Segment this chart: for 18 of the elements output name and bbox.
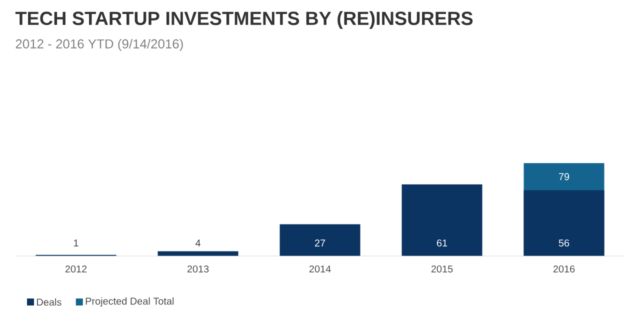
data-label: 56 [558, 239, 570, 247]
data-label: 1 [74, 240, 78, 246]
data-label: 4 [195, 240, 200, 246]
x-tick-label: 2013 [187, 265, 209, 273]
bar [280, 224, 360, 256]
data-label: 79 [558, 173, 570, 180]
legend-label: Deals [37, 298, 62, 306]
chart-subtitle: 2012 - 2016 YTD (9/14/2016) [16, 38, 183, 52]
x-tick-label: 2014 [309, 265, 331, 273]
data-label: 61 [436, 239, 448, 247]
x-tick-label: 2012 [65, 265, 87, 273]
chart-title: TECH STARTUP INVESTMENTS BY (RE)INSURERS [15, 11, 473, 29]
legend-label: Projected Deal Total [86, 297, 174, 307]
bar [402, 184, 482, 256]
bar [524, 190, 604, 256]
data-label: 27 [314, 240, 326, 246]
x-tick-label: 2015 [431, 265, 453, 273]
x-tick-label: 2016 [553, 265, 575, 273]
